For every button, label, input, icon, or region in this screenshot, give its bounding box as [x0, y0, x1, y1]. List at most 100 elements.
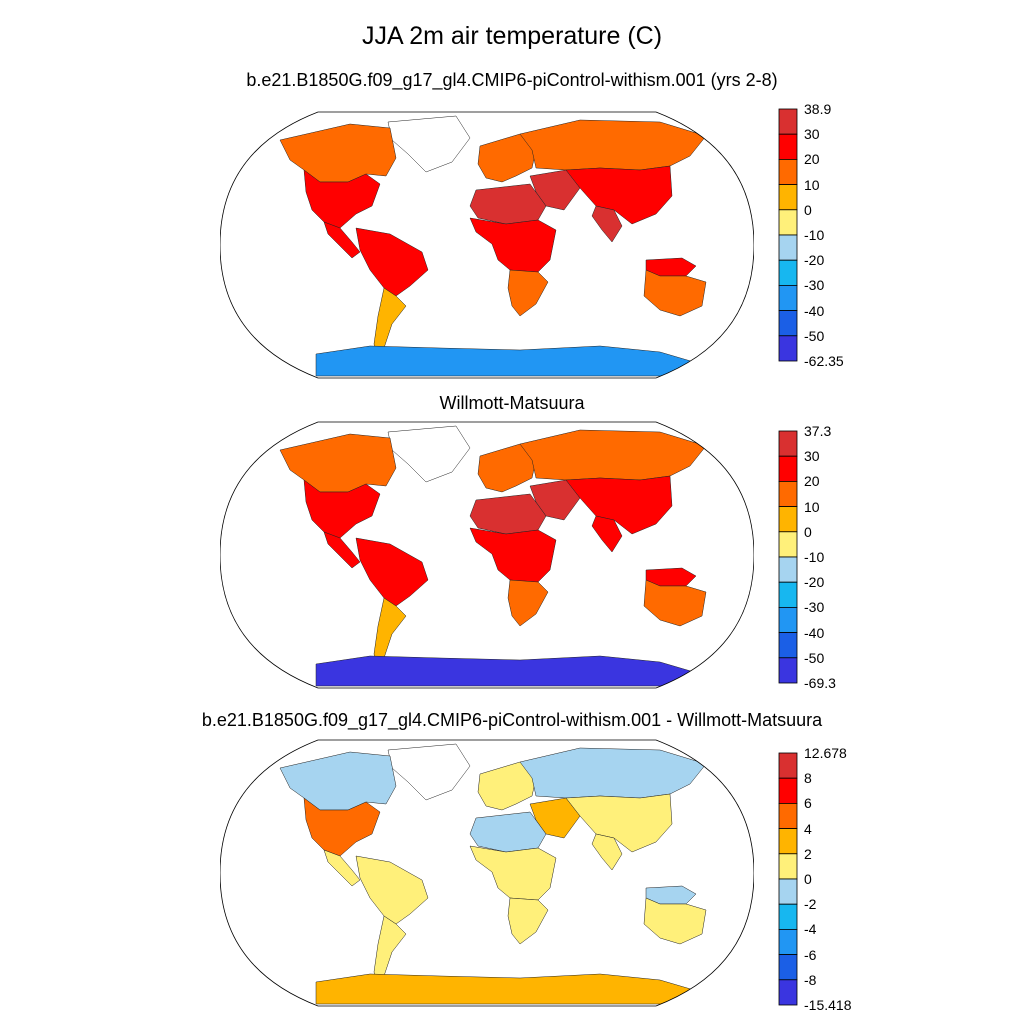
colorbar-box [778, 108, 798, 135]
colorbar-label: 10 [804, 176, 820, 193]
colorbar-box [778, 928, 798, 955]
region-greenland [387, 743, 471, 801]
colorbar-box [778, 234, 798, 261]
panel-title: b.e21.B1850G.f09_g17_gl4.CMIP6-piControl… [201, 710, 823, 730]
colorbar-label: -20 [804, 574, 825, 591]
colorbar-box [778, 310, 798, 337]
colorbar-box [778, 209, 798, 236]
colorbar-box [778, 531, 798, 558]
region-usa [303, 479, 381, 539]
region-central-america [323, 221, 361, 259]
region-africa [469, 217, 557, 273]
colorbar-label: 20 [804, 151, 820, 168]
colorbar-box [778, 430, 798, 457]
colorbar-label: -50 [804, 327, 825, 344]
colorbar-box [778, 878, 798, 905]
colorbar-label: 30 [804, 448, 820, 465]
region-greenland [387, 425, 471, 483]
colorbar-box [778, 159, 798, 186]
colorbar-label: 4 [804, 820, 812, 837]
map-outline [220, 111, 754, 379]
region-india [591, 833, 623, 871]
colorbar-box [778, 581, 798, 608]
region-africa-south [507, 269, 549, 317]
region-central-america [323, 849, 361, 887]
region-asia-south [565, 793, 673, 853]
map-outline [220, 739, 754, 1007]
region-africa-south [507, 897, 549, 945]
region-australia [643, 269, 707, 317]
region-south-america [355, 855, 429, 925]
colorbar-box [778, 606, 798, 633]
colorbar-label: -6 [804, 946, 817, 963]
colorbar-label: -20 [804, 252, 825, 269]
region-north-america [279, 123, 397, 183]
region-central-america [323, 531, 361, 569]
colorbar [778, 752, 798, 1006]
colorbar-label: 0 [804, 523, 812, 540]
region-russia [519, 119, 707, 171]
colorbar-label: -4 [804, 921, 817, 938]
region-africa-south [507, 579, 549, 627]
colorbar-label: -69.3 [804, 675, 836, 691]
colorbar-box [778, 506, 798, 533]
region-australia [643, 897, 707, 945]
region-greenland [387, 115, 471, 173]
colorbar-box [778, 828, 798, 855]
colorbar-label: -40 [804, 624, 825, 641]
region-australia [643, 579, 707, 627]
region-asia-south [565, 165, 673, 225]
map-outline [220, 421, 754, 689]
region-antarctica [315, 655, 695, 687]
region-usa [303, 797, 381, 857]
colorbar-label: 0 [804, 201, 812, 218]
colorbar-label: 2 [804, 845, 812, 862]
colorbar-box [778, 752, 798, 779]
colorbar-label: -8 [804, 971, 817, 988]
region-sahara [469, 493, 547, 535]
colorbar-label: -10 [804, 227, 825, 243]
world-map [220, 421, 754, 689]
colorbar-label: -2 [804, 896, 817, 913]
colorbar-label: 30 [804, 126, 820, 143]
region-sahara [469, 811, 547, 853]
colorbar-box [778, 284, 798, 311]
colorbar [778, 430, 798, 684]
region-north-america [279, 433, 397, 493]
panel-title: b.e21.B1850G.f09_g17_gl4.CMIP6-piControl… [246, 70, 778, 90]
colorbar-box [778, 184, 798, 211]
region-south-america [355, 537, 429, 607]
colorbar-box [778, 133, 798, 160]
colorbar-label: 37.3 [804, 423, 832, 439]
colorbar-label: 12.678 [804, 745, 847, 761]
region-india [591, 515, 623, 553]
colorbar-label: -30 [804, 599, 825, 616]
colorbar-box [778, 657, 798, 684]
colorbar [778, 108, 798, 362]
colorbar-label: 0 [804, 871, 812, 887]
colorbar-label: 38.9 [804, 101, 832, 117]
region-north-america [279, 751, 397, 811]
colorbar-box [778, 777, 798, 804]
panel-title: Willmott-Matsuura [439, 393, 585, 413]
world-map [220, 111, 754, 379]
colorbar-box [778, 556, 798, 583]
region-africa [469, 845, 557, 901]
colorbar-box [778, 335, 798, 362]
world-map [220, 739, 754, 1007]
colorbar-box [778, 903, 798, 930]
region-russia [519, 747, 707, 799]
region-antarctica [315, 973, 695, 1005]
colorbar-label: -40 [804, 302, 825, 319]
region-africa [469, 527, 557, 583]
figure-title: JJA 2m air temperature (C) [361, 22, 663, 50]
colorbar-label: 6 [804, 795, 812, 812]
colorbar-label: 20 [804, 473, 820, 490]
colorbar-label: -62.35 [804, 353, 844, 369]
region-india [591, 205, 623, 243]
region-sahara [469, 183, 547, 225]
colorbar-label: -10 [804, 549, 825, 565]
colorbar-label: -50 [804, 649, 825, 666]
colorbar-box [778, 632, 798, 659]
colorbar-label: -30 [804, 277, 825, 294]
